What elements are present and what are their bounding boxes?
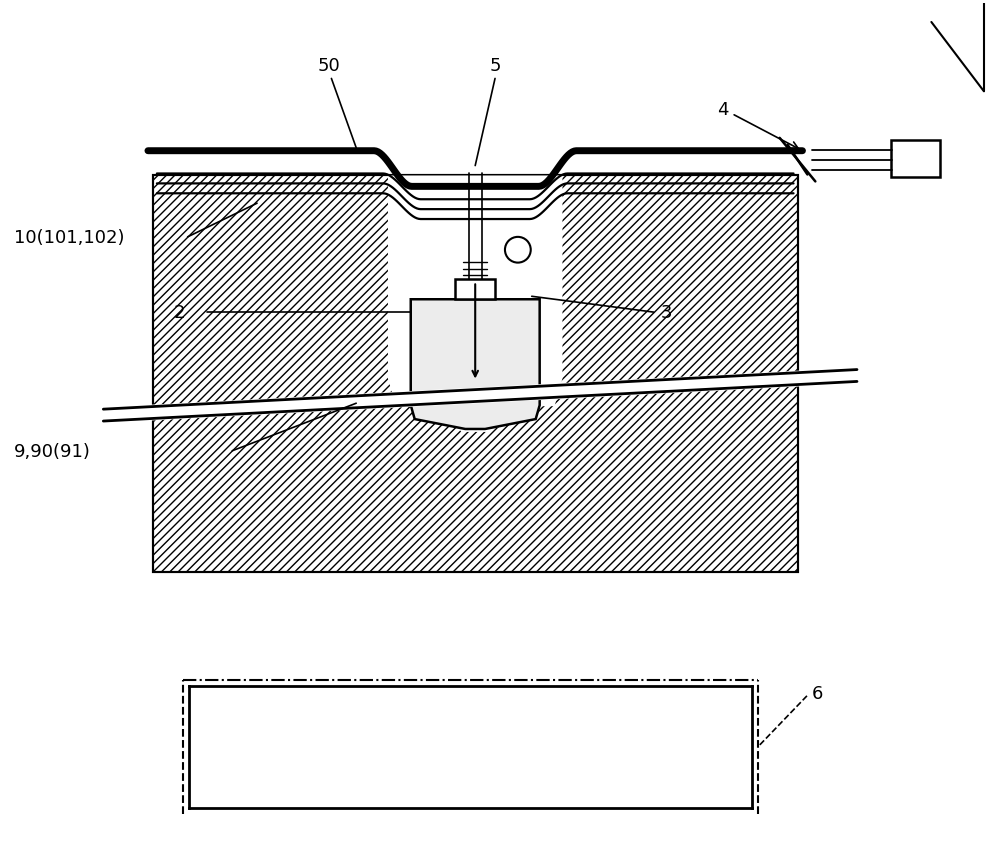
Text: 5: 5: [489, 57, 501, 75]
Text: 2: 2: [173, 304, 185, 322]
Bar: [153, 177, 798, 572]
Polygon shape: [455, 280, 495, 300]
Bar: [153, 177, 798, 572]
Bar: [891, 141, 940, 178]
Text: 9,90(91): 9,90(91): [14, 442, 91, 461]
Polygon shape: [388, 177, 562, 432]
Polygon shape: [103, 368, 857, 424]
Text: 50: 50: [318, 57, 341, 75]
Polygon shape: [411, 300, 540, 429]
Text: 6: 6: [811, 685, 823, 703]
Text: 3: 3: [661, 304, 672, 322]
Circle shape: [505, 238, 531, 264]
Text: 4: 4: [717, 101, 798, 149]
Text: 10(101,102): 10(101,102): [14, 229, 125, 247]
